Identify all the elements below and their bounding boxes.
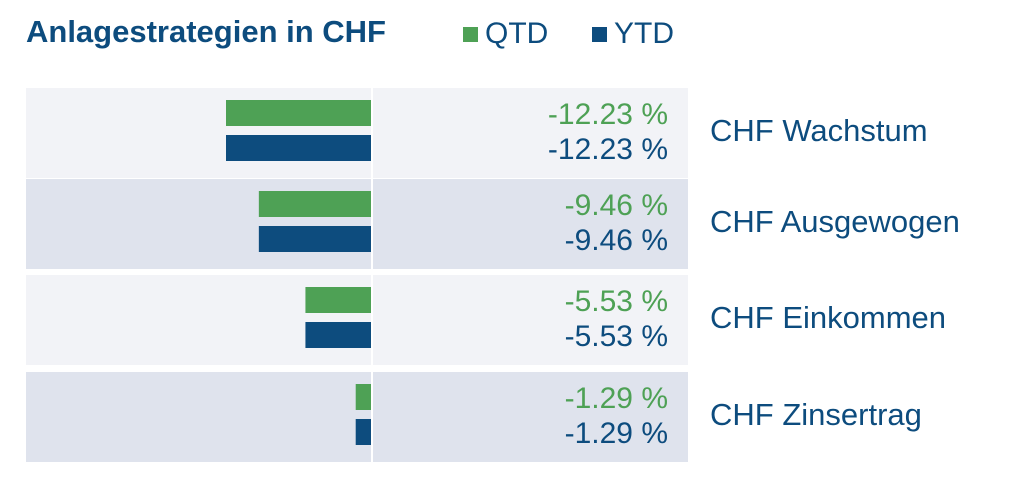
bar-qtd-3 [355, 384, 371, 410]
bar-ytd-0 [226, 135, 371, 161]
legend-item-ytd: YTD [592, 14, 674, 54]
data-label-qtd-2: -5.53 % [565, 285, 668, 318]
category-label-1: CHF Ausgewogen [710, 204, 960, 239]
data-label-qtd-1: -9.46 % [565, 189, 668, 222]
legend-swatch-ytd [592, 26, 607, 42]
category-label-2: CHF Einkommen [710, 300, 946, 335]
bar-ytd-3 [355, 419, 371, 445]
data-label-qtd-3: -1.29 % [565, 382, 668, 415]
category-label-3: CHF Zinsertrag [710, 397, 922, 432]
data-label-ytd-2: -5.53 % [565, 320, 668, 353]
data-label-ytd-1: -9.46 % [565, 224, 668, 257]
data-label-ytd-3: -1.29 % [565, 417, 668, 450]
legend-swatch-qtd [463, 26, 478, 42]
bar-qtd-0 [226, 100, 371, 126]
legend-item-qtd: QTD [463, 14, 548, 54]
legend-label-qtd: QTD [485, 17, 549, 50]
bar-qtd-2 [305, 287, 371, 313]
legend-label-ytd: YTD [614, 17, 674, 50]
data-label-qtd-0: -12.23 % [548, 98, 668, 131]
bar-qtd-1 [258, 191, 371, 217]
category-label-0: CHF Wachstum [710, 113, 928, 148]
data-label-ytd-0: -12.23 % [548, 133, 668, 166]
bar-ytd-2 [305, 322, 371, 348]
bar-ytd-1 [258, 226, 371, 252]
chart-title: Anlagestrategien in CHF [26, 14, 386, 49]
